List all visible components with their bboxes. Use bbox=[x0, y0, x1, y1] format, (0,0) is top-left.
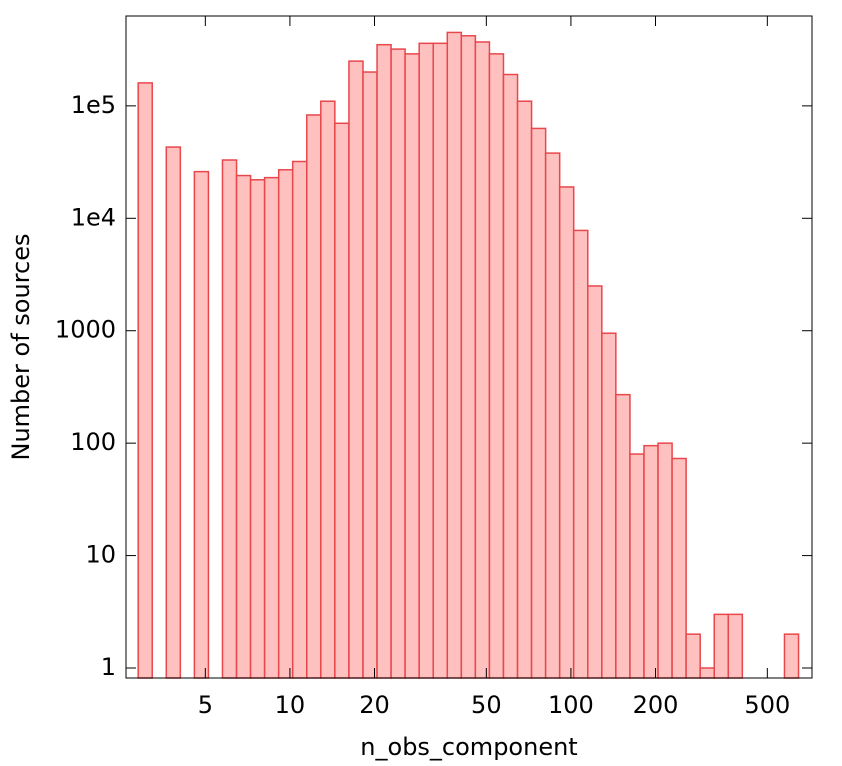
bar bbox=[783, 633, 800, 679]
y-tick-label: 1 bbox=[101, 653, 116, 681]
x-tick-label: 50 bbox=[471, 691, 502, 719]
bar bbox=[530, 127, 547, 679]
bar bbox=[390, 48, 406, 679]
bar bbox=[615, 393, 631, 679]
y-axis-label: Number of sources bbox=[7, 233, 35, 460]
x-tick-label: 20 bbox=[359, 691, 390, 719]
bar bbox=[446, 31, 463, 679]
bar bbox=[277, 169, 294, 679]
bar bbox=[193, 170, 210, 679]
bar bbox=[727, 613, 744, 679]
bar bbox=[165, 146, 182, 679]
bar bbox=[404, 53, 420, 679]
bar bbox=[587, 285, 603, 679]
bar bbox=[221, 159, 238, 679]
plot-frame bbox=[125, 15, 813, 679]
bar bbox=[137, 82, 153, 679]
bar bbox=[629, 453, 645, 679]
bar bbox=[713, 613, 730, 679]
bar bbox=[544, 152, 561, 679]
bar bbox=[601, 332, 617, 679]
bar bbox=[460, 35, 477, 679]
bar bbox=[291, 160, 308, 679]
bar bbox=[643, 444, 659, 679]
bar bbox=[432, 42, 449, 679]
bar bbox=[348, 60, 364, 679]
bar bbox=[516, 100, 533, 679]
bar bbox=[334, 122, 350, 679]
bar bbox=[249, 179, 266, 679]
bar bbox=[699, 667, 715, 679]
bar bbox=[306, 114, 322, 679]
bar bbox=[474, 41, 491, 679]
x-tick-label: 500 bbox=[744, 691, 790, 719]
bar bbox=[572, 229, 589, 679]
y-tick-label: 1000 bbox=[55, 316, 116, 344]
bar bbox=[558, 186, 575, 679]
y-tick-label: 1e4 bbox=[71, 203, 116, 231]
bar bbox=[376, 43, 392, 679]
bar bbox=[320, 100, 336, 679]
bar bbox=[502, 73, 519, 679]
y-tick-label: 100 bbox=[70, 428, 116, 456]
bar bbox=[685, 633, 701, 679]
x-tick-label: 200 bbox=[633, 691, 679, 719]
bar bbox=[671, 457, 687, 679]
x-tick-label: 10 bbox=[275, 691, 306, 719]
x-tick-label: 100 bbox=[548, 691, 594, 719]
x-axis-label: n_obs_component bbox=[360, 733, 577, 761]
bar bbox=[263, 176, 280, 679]
bar bbox=[657, 442, 673, 679]
bar bbox=[362, 71, 378, 679]
x-tick-label: 5 bbox=[198, 691, 213, 719]
bar bbox=[235, 174, 252, 679]
y-tick-label: 1e5 bbox=[71, 91, 116, 119]
bar bbox=[418, 42, 434, 679]
bar bbox=[488, 53, 505, 679]
y-tick-label: 10 bbox=[85, 541, 116, 569]
